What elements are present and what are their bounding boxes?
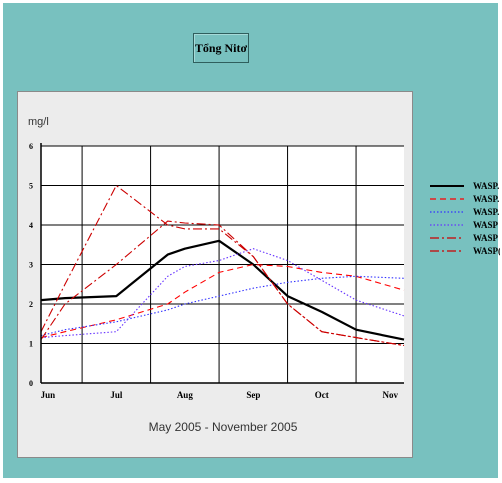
series-line-1 [40,239,405,341]
y-tick-label: 4 [29,221,33,230]
legend-swatch [430,211,464,213]
legend-label: WASP [473,220,499,230]
x-axis-label: May 2005 - November 2005 [149,420,298,434]
legend-swatch [430,224,464,226]
grid-lines [41,145,404,383]
legend-swatch [430,237,464,239]
x-tick-label: Sep [246,390,260,400]
legend-label: WASP( [473,246,500,256]
legend-label: WASP. [473,194,500,204]
x-tick-label: Jun [41,390,56,400]
legend-item: WASP( [428,245,500,259]
y-tick-label: 0 [29,379,33,388]
x-tick-label: Jul [110,390,123,400]
legend-swatch [430,198,464,200]
x-tick-label: Aug [177,390,194,400]
y-tick-label: 1 [29,340,33,349]
chart-title-button[interactable]: Tổng Nitơ [193,33,249,63]
y-tick-label: 2 [29,300,33,309]
series-line-6 [40,220,405,347]
legend-item: WASP. [428,206,500,220]
y-tick-label: 5 [29,182,33,191]
x-tick-label: Oct [315,390,329,400]
legend-item: WASP. [428,180,500,194]
legend-swatch [430,250,464,252]
y-tick-label: 3 [29,261,33,270]
legend-item: WASP. [428,193,500,207]
legend-label: WASP [473,233,499,243]
tick-labels: 0 1 2 3 4 5 6 Jun Jul Aug Sep Oct Nov [29,142,399,400]
legend-label: WASP. [473,207,500,217]
chart-title: Tổng Nitơ [194,40,248,55]
y-axis-label: mg/l [28,116,49,128]
legend-label: WASP. [473,181,500,191]
x-tick-label: Nov [383,390,399,400]
legend-item: WASP [428,232,500,246]
series-line-3 [40,275,405,337]
chart-panel: mg/l May 2005 - November 2005 0 1 2 3 4 5 6 Jun… [17,91,413,458]
y-tick-label: 6 [29,142,33,151]
line-chart: mg/l May 2005 - November 2005 0 1 2 3 4 5 6 Jun… [28,116,405,434]
series-line-2 [40,263,405,339]
legend-swatch [430,185,464,187]
series-line-5 [40,184,405,347]
series-lines [40,184,405,347]
axes [40,143,404,384]
legend-item: WASP [428,219,500,233]
